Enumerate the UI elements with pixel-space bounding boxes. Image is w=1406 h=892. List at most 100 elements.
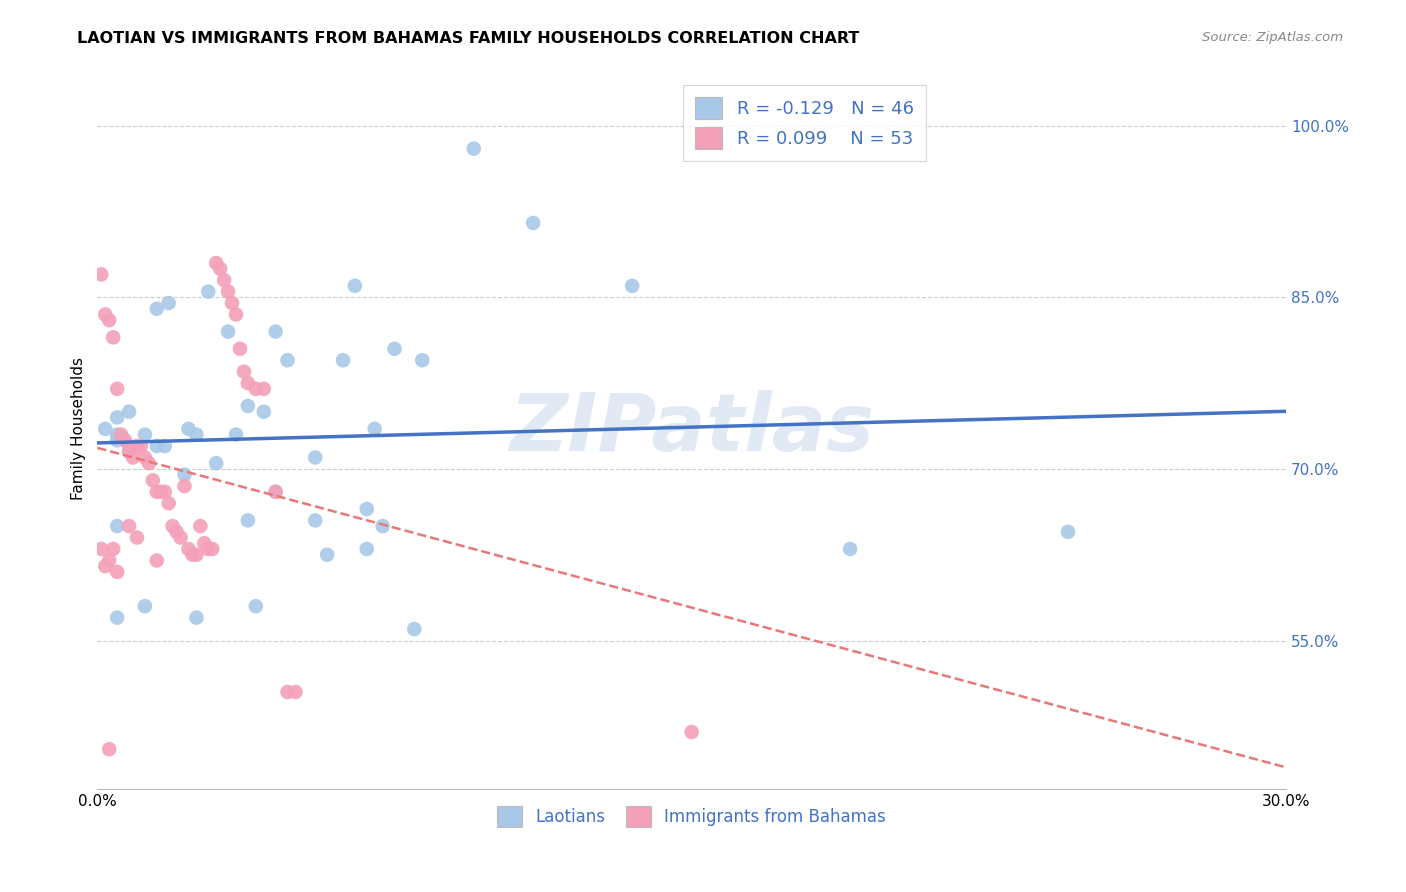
Point <box>363 422 385 436</box>
Point <box>186 427 208 442</box>
Point <box>277 353 299 368</box>
Point <box>118 405 141 419</box>
Point <box>217 285 239 299</box>
Point <box>94 559 117 574</box>
Y-axis label: Family Households: Family Households <box>72 358 86 500</box>
Point <box>332 353 354 368</box>
Point <box>166 524 188 539</box>
Point <box>146 301 169 316</box>
Point <box>105 565 128 579</box>
Point <box>264 484 287 499</box>
Point <box>98 742 121 756</box>
Point <box>236 513 259 527</box>
Text: ZIPatlas: ZIPatlas <box>509 390 875 468</box>
Point <box>153 439 176 453</box>
Point <box>356 502 378 516</box>
Point <box>197 541 219 556</box>
Point <box>153 484 176 499</box>
Point <box>173 467 195 482</box>
Point <box>118 444 141 458</box>
Point <box>146 484 169 499</box>
Point <box>90 541 112 556</box>
Point <box>193 536 215 550</box>
Point <box>134 450 156 465</box>
Point <box>221 296 243 310</box>
Point <box>277 685 299 699</box>
Point <box>146 553 169 567</box>
Point <box>125 439 148 453</box>
Point <box>114 434 136 448</box>
Point <box>205 256 228 270</box>
Point <box>157 296 180 310</box>
Point <box>90 268 112 282</box>
Point <box>134 427 156 442</box>
Text: Source: ZipAtlas.com: Source: ZipAtlas.com <box>1202 31 1343 45</box>
Point <box>463 142 485 156</box>
Point <box>177 422 200 436</box>
Point <box>1057 524 1080 539</box>
Point <box>284 685 307 699</box>
Point <box>177 541 200 556</box>
Point <box>186 548 208 562</box>
Point <box>98 313 121 327</box>
Point <box>118 439 141 453</box>
Point <box>103 541 125 556</box>
Point <box>186 610 208 624</box>
Point <box>371 519 394 533</box>
Point <box>105 434 128 448</box>
Point <box>105 427 128 442</box>
Point <box>236 399 259 413</box>
Point <box>343 278 366 293</box>
Point <box>236 376 259 390</box>
Point <box>134 599 156 614</box>
Point <box>212 273 235 287</box>
Point <box>217 325 239 339</box>
Point <box>105 382 128 396</box>
Point <box>411 353 433 368</box>
Point <box>105 610 128 624</box>
Point <box>681 725 703 739</box>
Point <box>94 308 117 322</box>
Point <box>173 479 195 493</box>
Point <box>169 531 191 545</box>
Point <box>201 541 224 556</box>
Point <box>316 548 339 562</box>
Point <box>197 285 219 299</box>
Point <box>98 553 121 567</box>
Point <box>264 484 287 499</box>
Point <box>304 513 326 527</box>
Point <box>384 342 406 356</box>
Point <box>118 519 141 533</box>
Point <box>245 382 267 396</box>
Point <box>157 496 180 510</box>
Point <box>225 427 247 442</box>
Point <box>122 450 145 465</box>
Point <box>209 261 232 276</box>
Point <box>190 519 212 533</box>
Point <box>94 422 117 436</box>
Point <box>142 474 165 488</box>
Point <box>162 519 184 533</box>
Point <box>138 456 160 470</box>
Point <box>404 622 426 636</box>
Text: LAOTIAN VS IMMIGRANTS FROM BAHAMAS FAMILY HOUSEHOLDS CORRELATION CHART: LAOTIAN VS IMMIGRANTS FROM BAHAMAS FAMIL… <box>77 31 859 46</box>
Point <box>225 308 247 322</box>
Point <box>110 427 132 442</box>
Point <box>229 342 252 356</box>
Point <box>253 405 276 419</box>
Point <box>253 382 276 396</box>
Point <box>105 519 128 533</box>
Point <box>621 278 644 293</box>
Point <box>103 330 125 344</box>
Point <box>264 325 287 339</box>
Point <box>245 599 267 614</box>
Point <box>839 541 862 556</box>
Point <box>233 365 256 379</box>
Point <box>356 541 378 556</box>
Point <box>105 410 128 425</box>
Point <box>522 216 544 230</box>
Point <box>146 439 169 453</box>
Point <box>149 484 172 499</box>
Point <box>125 531 148 545</box>
Point <box>129 439 152 453</box>
